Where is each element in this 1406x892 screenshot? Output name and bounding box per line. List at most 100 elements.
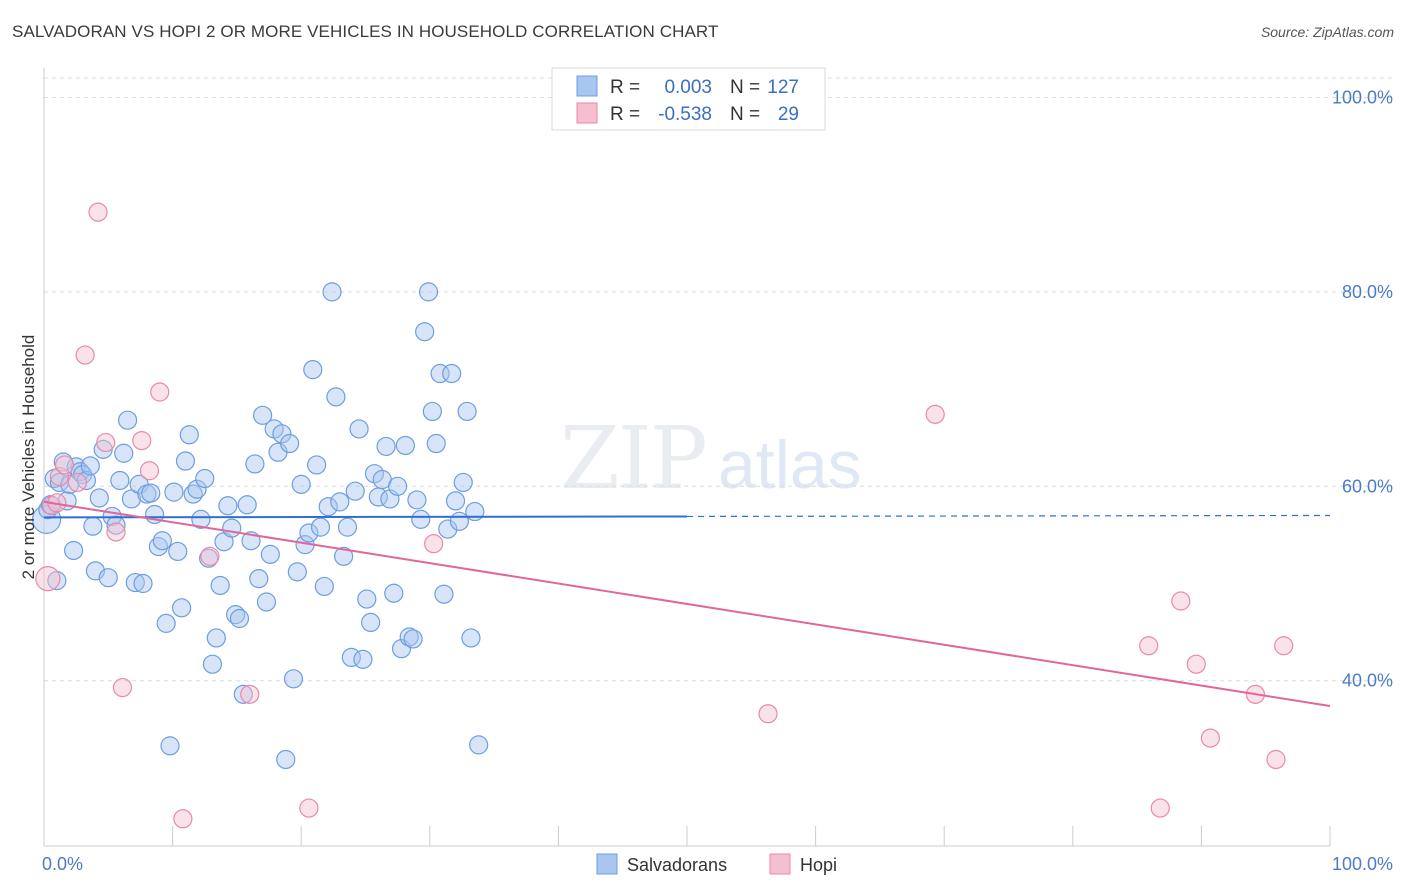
salvadorans-point-35 bbox=[160, 736, 180, 756]
hopi-point-12 bbox=[150, 382, 170, 402]
hopi-point-15 bbox=[240, 684, 260, 704]
salvadorans-point-84 bbox=[349, 419, 369, 439]
salvadorans-point-114 bbox=[465, 501, 485, 522]
y-axis-label: 2 or more Vehicles in Household bbox=[19, 335, 38, 580]
watermark: ZIP atlas bbox=[560, 409, 862, 509]
salvadorans-point-47 bbox=[206, 628, 226, 648]
hopi-point-1 bbox=[42, 496, 62, 516]
legend-r-value-2: -0.538 bbox=[658, 104, 712, 125]
salvadorans-point-66 bbox=[280, 433, 300, 454]
salvadorans-point-96 bbox=[395, 435, 415, 456]
salvadorans-point-55 bbox=[237, 495, 257, 515]
salvadorans-point-61 bbox=[260, 544, 280, 564]
salvadorans-point-108 bbox=[442, 363, 462, 384]
salvadorans-point-51 bbox=[222, 518, 242, 538]
salvadorans-point-77 bbox=[322, 282, 342, 302]
salvadorans-point-107 bbox=[438, 519, 458, 539]
hopi-point-5 bbox=[75, 345, 95, 365]
svg-text:atlas: atlas bbox=[718, 427, 862, 503]
salvadorans-point-54 bbox=[233, 684, 253, 704]
hopi-point-18 bbox=[758, 704, 778, 724]
bottom-legend-label-hopi: Hopi bbox=[800, 855, 837, 875]
salvadorans-point-24 bbox=[117, 410, 138, 430]
legend-n-label-1: N = bbox=[730, 77, 760, 98]
hopi-point-27 bbox=[1274, 636, 1294, 656]
salvadorans-point-76 bbox=[318, 497, 338, 517]
salvadorans-point-67 bbox=[283, 669, 304, 689]
hopi-points bbox=[35, 202, 1294, 829]
x-tick-label-max: 100.0% bbox=[1332, 854, 1393, 874]
salvadorans-points bbox=[31, 282, 489, 770]
salvadorans-trend-extension bbox=[686, 514, 1331, 518]
salvadorans-point-110 bbox=[449, 511, 469, 531]
salvadorans-point-71 bbox=[299, 523, 319, 543]
salvadorans-point-88 bbox=[364, 464, 385, 484]
salvadorans-point-26 bbox=[125, 572, 145, 593]
salvadorans-point-9 bbox=[63, 540, 84, 561]
legend-n-value-1: 127 bbox=[767, 77, 799, 98]
legend-n-value-2: 29 bbox=[778, 104, 799, 125]
hopi-point-20 bbox=[1139, 636, 1159, 656]
salvadorans-point-46 bbox=[202, 654, 223, 674]
hopi-point-14 bbox=[200, 546, 220, 566]
salvadorans-point-103 bbox=[422, 401, 442, 422]
legend-swatch-salvadorans bbox=[576, 75, 598, 97]
salvadorans-point-19 bbox=[98, 568, 118, 588]
salvadorans-point-78 bbox=[326, 387, 346, 407]
salvadorans-point-91 bbox=[376, 436, 396, 457]
hopi-point-10 bbox=[132, 431, 152, 451]
hopi-point-0 bbox=[35, 566, 61, 592]
y-tick-label-40: 40.0% bbox=[1342, 671, 1393, 691]
salvadorans-point-98 bbox=[403, 629, 423, 649]
salvadorans-point-14 bbox=[80, 456, 100, 476]
chart-title: SALVADORAN VS HOPI 2 OR MORE VEHICLES IN… bbox=[12, 22, 719, 41]
hopi-point-22 bbox=[1171, 591, 1191, 611]
salvadorans-point-81 bbox=[337, 517, 358, 537]
x-ticks bbox=[172, 826, 1331, 846]
salvadorans-point-65 bbox=[276, 749, 296, 770]
hopi-trend-line bbox=[43, 500, 1331, 707]
hopi-point-8 bbox=[106, 522, 126, 542]
legend-r-value-1: 0.003 bbox=[664, 77, 712, 98]
bottom-legend-swatch-hopi bbox=[769, 853, 791, 875]
trend-lines bbox=[43, 500, 1331, 707]
gridlines bbox=[44, 77, 1392, 682]
salvadorans-point-64 bbox=[272, 424, 292, 444]
hopi-point-21 bbox=[1150, 798, 1170, 818]
svg-text:ZIP: ZIP bbox=[560, 409, 706, 509]
y-tick-label-100: 100.0% bbox=[1332, 87, 1393, 107]
salvadorans-point-34 bbox=[156, 613, 176, 633]
salvadorans-point-106 bbox=[434, 584, 454, 604]
salvadorans-point-79 bbox=[330, 492, 350, 512]
hopi-point-24 bbox=[1200, 728, 1221, 748]
salvadorans-point-72 bbox=[303, 360, 323, 380]
salvadorans-point-109 bbox=[445, 491, 466, 511]
legend-n-label-2: N = bbox=[730, 104, 760, 125]
salvadorans-point-99 bbox=[407, 490, 427, 510]
hopi-point-2 bbox=[49, 466, 70, 487]
salvadorans-point-83 bbox=[345, 481, 365, 501]
salvadorans-point-59 bbox=[253, 405, 273, 425]
salvadorans-point-111 bbox=[453, 472, 473, 493]
salvadorans-point-60 bbox=[256, 592, 277, 612]
salvadorans-point-50 bbox=[218, 496, 238, 516]
salvadorans-point-104 bbox=[426, 433, 446, 454]
salvadorans-point-74 bbox=[310, 517, 331, 537]
hopi-point-26 bbox=[1266, 749, 1286, 770]
salvadorans-point-15 bbox=[83, 516, 103, 536]
hopi-point-16 bbox=[299, 798, 319, 818]
legend-swatch-hopi bbox=[576, 102, 598, 124]
salvadorans-point-39 bbox=[175, 451, 196, 471]
hopi-point-17 bbox=[424, 534, 444, 554]
salvadorans-point-112 bbox=[457, 401, 477, 422]
legend-r-label-1: R = bbox=[610, 77, 640, 98]
salvadorans-point-21 bbox=[106, 515, 126, 535]
salvadorans-point-80 bbox=[334, 546, 354, 566]
salvadorans-trend-line bbox=[43, 515, 688, 519]
salvadorans-point-38 bbox=[172, 598, 192, 618]
salvadorans-point-69 bbox=[291, 474, 311, 494]
salvadorans-point-33 bbox=[152, 531, 172, 551]
hopi-point-9 bbox=[112, 677, 133, 698]
hopi-point-6 bbox=[88, 202, 108, 222]
